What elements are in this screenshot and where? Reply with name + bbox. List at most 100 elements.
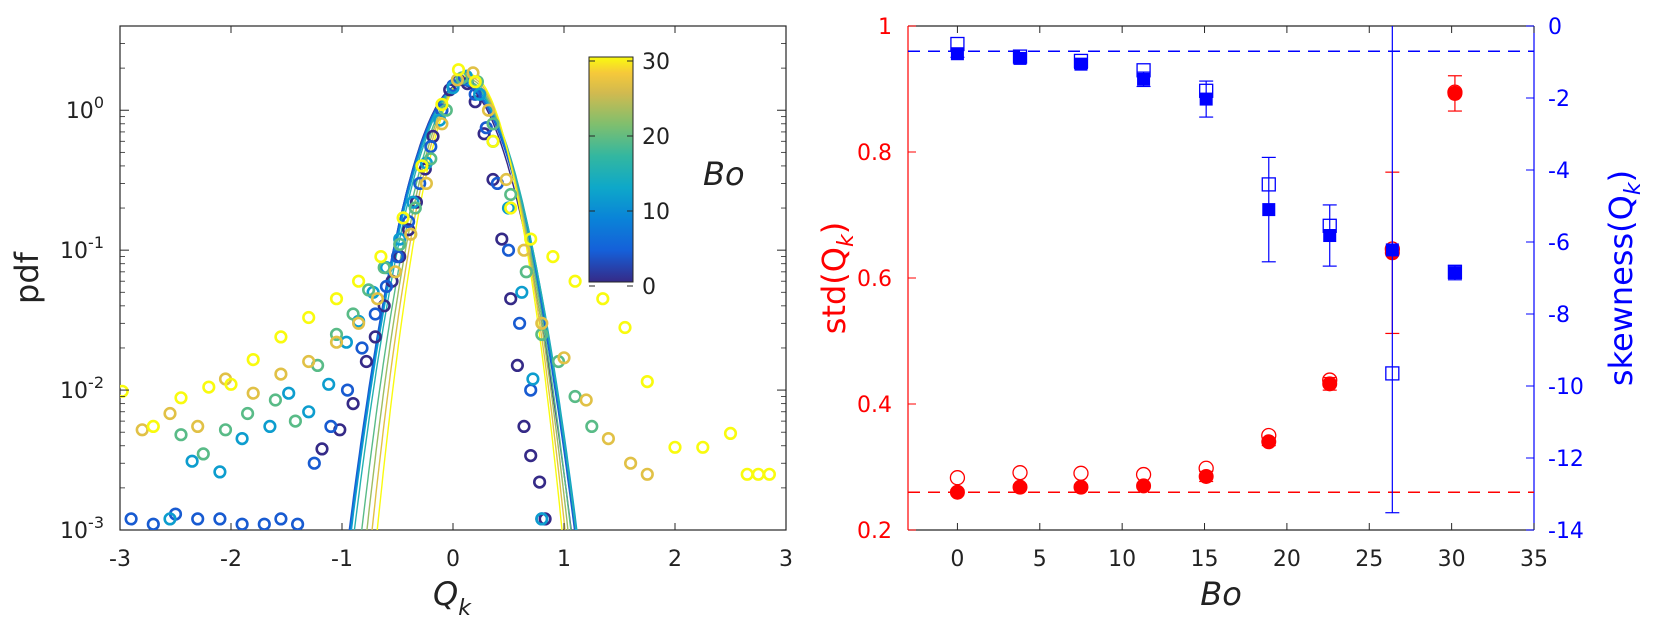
skewness-open-point — [1385, 366, 1400, 381]
pdf-point — [288, 414, 303, 428]
left-y-tick-exp: -2 — [88, 373, 104, 392]
pdf-point — [346, 307, 360, 321]
right-x-tick-label: 35 — [1520, 547, 1548, 572]
right-x-tick-label: 25 — [1355, 547, 1383, 572]
pdf-point — [618, 320, 632, 335]
right-x-tick-label: 20 — [1273, 547, 1301, 572]
pdf-point — [218, 423, 233, 437]
skewness-filled-point — [1074, 57, 1088, 71]
pdf-point — [512, 316, 527, 330]
skewness-filled-point — [1013, 51, 1027, 65]
pdf-point — [466, 66, 480, 80]
pdf-point — [235, 432, 249, 446]
std-y-tick-label: 0.6 — [857, 267, 892, 292]
left-x-tick-label: -2 — [220, 547, 242, 572]
pdf-point — [352, 274, 366, 288]
pdf-point — [477, 127, 491, 141]
pdf-point — [379, 279, 394, 294]
pdf-point — [268, 393, 283, 407]
left-x-tick-label: -3 — [109, 547, 131, 572]
pdf-point — [213, 512, 227, 526]
pdf-point — [274, 512, 288, 526]
colorbar-label: Bo — [703, 155, 745, 193]
pdf-point — [352, 316, 366, 330]
std-y-tick-label: 1 — [878, 15, 892, 40]
right-x-tick-label: 5 — [1033, 547, 1047, 572]
pdf-point — [723, 426, 738, 441]
std-open-point — [1073, 465, 1089, 481]
pdf-point — [396, 211, 410, 225]
left-x-tick-label: -1 — [331, 547, 353, 572]
pdf-point — [504, 292, 518, 306]
pdf-point — [568, 274, 582, 288]
right-plot-content — [908, 26, 1534, 514]
left-y-tick-exp: 0 — [94, 93, 104, 112]
colorbar-tick-label: 0 — [642, 275, 656, 300]
pdf-point — [481, 103, 496, 117]
pdf-point — [435, 117, 449, 131]
std-filled-point — [1012, 479, 1028, 495]
pdf-point — [424, 152, 438, 166]
std-y-tick-label: 0.4 — [857, 393, 892, 418]
std-axis-label-sub: k — [834, 233, 859, 247]
left-y-tick-label: 10-3 — [60, 513, 104, 544]
left-y-tick-base: 10 — [66, 99, 94, 124]
pdf-point — [362, 283, 376, 297]
pdf-point — [419, 176, 434, 190]
left-y-tick-base: 10 — [60, 239, 88, 264]
pdf-point — [535, 512, 549, 526]
left-y-tick-base: 10 — [60, 519, 88, 544]
pdf-point — [246, 386, 260, 400]
colorbar-tick-label: 20 — [642, 125, 670, 150]
left-x-ticks: -3 -2 -1 0 1 2 3 — [109, 26, 793, 572]
pdf-point — [579, 393, 593, 407]
pdf-point — [486, 134, 500, 148]
pdf-point — [504, 201, 518, 215]
colorbar-ticks: 30 20 10 0 — [589, 50, 670, 300]
pdf-point — [696, 440, 710, 454]
pdf-point — [413, 176, 427, 190]
skewness-open-point — [1261, 177, 1276, 192]
pdf-point — [346, 397, 360, 411]
skewness-filled-point — [1448, 266, 1462, 280]
pdf-point — [174, 391, 188, 405]
std-filled-point — [1198, 468, 1214, 484]
skewness-y-tick-label: -6 — [1548, 231, 1570, 256]
pdf-point — [546, 250, 560, 264]
skewness-axis-label-close: ) — [1602, 170, 1640, 182]
right-right-y-ticks: 0 -2 -4 -6 -8 -10 -12 -14 — [1526, 15, 1584, 544]
pdf-point — [418, 162, 432, 176]
std-filled-point — [1136, 478, 1152, 494]
skewness-y-tick-label: -12 — [1548, 447, 1584, 472]
pdf-point — [322, 377, 336, 391]
pdf-point — [585, 419, 599, 434]
pdf-point — [519, 265, 533, 279]
pdf-point — [535, 316, 549, 330]
pdf-point — [324, 419, 338, 434]
pdf-point — [246, 353, 260, 367]
pdf-point — [668, 440, 682, 454]
pdf-point — [213, 465, 227, 479]
pdf-point — [302, 354, 316, 369]
pdf-point — [202, 380, 216, 394]
left-y-tick-exp: -3 — [88, 513, 104, 532]
pdf-point — [191, 419, 205, 434]
skewness-filled-point — [1137, 72, 1151, 86]
pdf-point — [499, 172, 513, 187]
pdf-point — [185, 454, 199, 468]
skewness-y-tick-label: -10 — [1548, 375, 1584, 400]
left-plot-frame — [119, 25, 787, 531]
pdf-point — [640, 467, 654, 481]
right-x-tick-label: 30 — [1438, 547, 1466, 572]
pdf-point — [224, 377, 238, 391]
pdf-point — [473, 87, 487, 101]
pdf-point — [374, 250, 388, 264]
pdf-point — [557, 351, 571, 365]
pdf-point — [257, 517, 271, 530]
right-x-tick-label: 0 — [950, 547, 964, 572]
pdf-point — [370, 292, 385, 306]
left-y-tick-exp: -1 — [88, 233, 104, 252]
left-y-tick-label: 100 — [66, 93, 104, 124]
